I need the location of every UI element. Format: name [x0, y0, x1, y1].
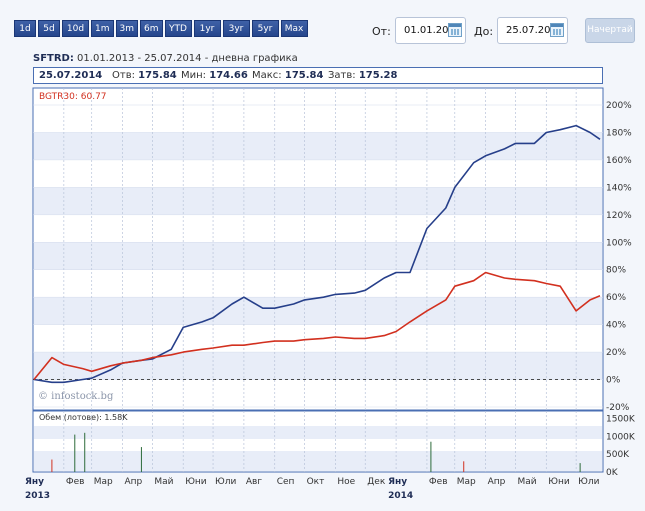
x-tick-label: Мар [94, 477, 113, 487]
benchmark-label: BGTR30: 60.77 [39, 92, 107, 102]
x-tick-label: Юни [548, 477, 570, 487]
range-button-ytd[interactable]: YTD [164, 20, 192, 37]
to-date-value: 25.07.2014 [506, 25, 564, 36]
symbol: SFTRD: [33, 53, 74, 64]
x-tick-label: Апр [488, 477, 506, 487]
x-tick-label: Апр [125, 477, 143, 487]
x-tick-label: Май [154, 477, 173, 487]
x-tick-label: Фев [429, 477, 448, 487]
y-tick-label: 100% [606, 238, 632, 248]
grid-band [34, 242, 602, 270]
x-tick-label: Юни [185, 477, 207, 487]
open-value: 175.84 [138, 70, 177, 81]
x-year-label: 2014 [388, 491, 413, 501]
to-date-field[interactable]: 25.07.2014 [497, 17, 568, 44]
y-tick-label: 120% [606, 211, 632, 221]
x-tick-label: Фев [66, 477, 85, 487]
min-label: Мин: [181, 70, 207, 81]
x-tick-label: Юли [578, 477, 599, 487]
from-date-value: 01.01.2013 [404, 25, 462, 36]
volume-tick-label: 500K [606, 450, 630, 460]
volume-tick-label: 0K [606, 468, 619, 478]
y-tick-label: 0% [606, 376, 621, 386]
volume-tick-label: 1500K [606, 415, 636, 425]
range-selector: 1d 5d 10d 1m 3m 6m YTD 1yr 3yr 5yr Max [14, 20, 308, 37]
ohlc-info-bar: 25.07.2014 Отв: 175.84 Мин: 174.66 Макс:… [33, 67, 603, 84]
close-value: 175.28 [358, 70, 398, 81]
y-tick-label: 140% [606, 183, 632, 193]
range-button-5d[interactable]: 5d [38, 20, 60, 37]
grid-band [34, 352, 602, 380]
y-tick-label: 200% [606, 101, 632, 111]
x-tick-label: Мар [457, 477, 476, 487]
x-tick-label: Яну [25, 477, 44, 487]
info-date: 25.07.2014 [39, 70, 103, 81]
grid-band [34, 451, 602, 471]
range-button-1yr[interactable]: 1yr [193, 20, 221, 37]
from-date-field[interactable]: 01.01.2013 [395, 17, 466, 44]
grid-band [34, 132, 602, 160]
from-label: От: [372, 25, 391, 38]
min-value: 174.66 [209, 70, 248, 81]
y-tick-label: 160% [606, 156, 632, 166]
range-button-max[interactable]: Max [280, 20, 308, 37]
max-label: Макс: [252, 70, 282, 81]
y-tick-label: 60% [606, 293, 626, 303]
range-button-1d[interactable]: 1d [14, 20, 36, 37]
x-tick-label: Ное [337, 477, 355, 487]
x-tick-label: Авг [246, 477, 262, 487]
x-tick-label: Яну [388, 477, 407, 487]
y-tick-label: 20% [606, 348, 626, 358]
open-label: Отв: [112, 70, 135, 81]
range-button-3yr[interactable]: 3yr [222, 20, 250, 37]
series-line-bgtr30 [33, 271, 601, 381]
draw-button[interactable]: Начертай [585, 18, 635, 43]
y-tick-label: -20% [606, 403, 630, 413]
y-tick-label: 180% [606, 128, 632, 138]
x-tick-label: Май [517, 477, 536, 487]
range-button-5yr[interactable]: 5yr [251, 20, 279, 37]
volume-tick-label: 1000K [606, 432, 636, 442]
range-button-1m[interactable]: 1m [91, 20, 114, 37]
grid-band [34, 297, 602, 325]
watermark: © infostock.bg [38, 391, 114, 402]
x-tick-label: Юли [215, 477, 236, 487]
volume-label: Обем (лотове): 1.58K [39, 413, 128, 422]
x-tick-label: Окт [307, 477, 325, 487]
calendar-icon[interactable] [448, 23, 462, 37]
x-tick-label: Дек [367, 477, 386, 487]
range-button-10d[interactable]: 10d [62, 20, 89, 37]
x-tick-label: Сеп [277, 477, 295, 487]
chart-title: SFTRD: 01.01.2013 - 25.07.2014 - дневна … [33, 53, 298, 64]
calendar-icon[interactable] [550, 23, 564, 37]
x-year-label: 2013 [25, 491, 50, 501]
date-range: 01.01.2013 - 25.07.2014 - дневна графика [77, 53, 298, 64]
y-tick-label: 80% [606, 266, 626, 276]
grid-band [34, 187, 602, 215]
to-label: До: [474, 25, 494, 38]
range-button-6m[interactable]: 6m [140, 20, 163, 37]
range-button-3m[interactable]: 3m [115, 20, 138, 37]
close-label: Затв: [328, 70, 356, 81]
max-value: 175.84 [284, 70, 324, 81]
y-tick-label: 40% [606, 321, 626, 331]
grid-band [34, 426, 602, 439]
